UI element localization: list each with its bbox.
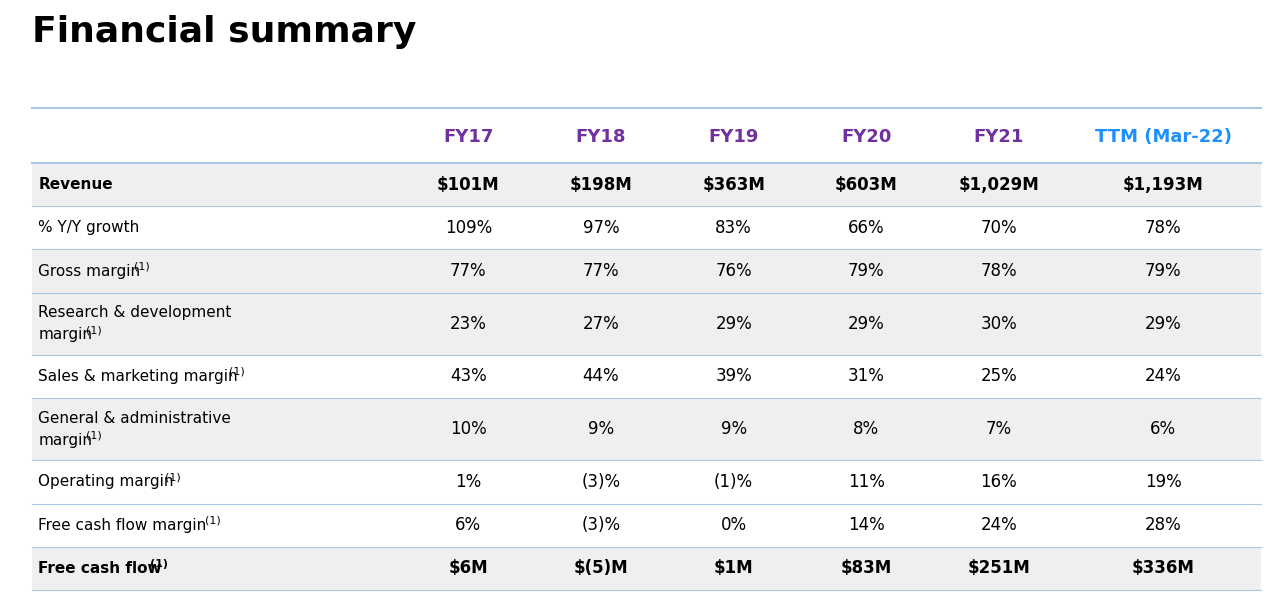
Text: FY21: FY21 [974,128,1024,146]
Text: 83%: 83% [716,219,753,237]
Text: 29%: 29% [1144,314,1181,333]
Text: FY17: FY17 [443,128,494,146]
Text: (1): (1) [165,472,182,482]
Text: 43%: 43% [451,367,486,386]
Text: 29%: 29% [716,314,753,333]
Text: $198M: $198M [570,176,632,193]
Text: 24%: 24% [980,516,1018,534]
Text: 78%: 78% [1144,219,1181,237]
Text: 77%: 77% [451,262,486,280]
Text: 23%: 23% [451,314,486,333]
Text: (1)%: (1)% [714,473,753,491]
Text: TTM (Mar-22): TTM (Mar-22) [1094,128,1231,146]
Text: (3)%: (3)% [581,516,621,534]
Text: 31%: 31% [847,367,884,386]
Text: 30%: 30% [980,314,1018,333]
Text: 76%: 76% [716,262,751,280]
Text: $(5)M: $(5)M [573,559,628,577]
Text: (1): (1) [86,325,102,335]
Text: 14%: 14% [847,516,884,534]
Text: 29%: 29% [847,314,884,333]
Text: 16%: 16% [980,473,1018,491]
Text: (1): (1) [229,367,244,377]
Text: Research & development: Research & development [38,305,232,320]
Text: $1,193M: $1,193M [1123,176,1203,193]
Text: Sales & marketing margin: Sales & marketing margin [38,369,238,384]
Text: (1): (1) [150,559,168,568]
Text: 9%: 9% [721,420,746,438]
Text: (1): (1) [133,261,150,271]
Text: % Y/Y growth: % Y/Y growth [38,220,140,235]
Text: $83M: $83M [841,559,892,577]
Text: 70%: 70% [980,219,1018,237]
Text: 6%: 6% [456,516,481,534]
Text: FY19: FY19 [709,128,759,146]
Text: 8%: 8% [854,420,879,438]
Text: $603M: $603M [835,176,897,193]
Text: 0%: 0% [721,516,746,534]
Text: 44%: 44% [582,367,620,386]
Text: 109%: 109% [444,219,492,237]
Text: $251M: $251M [968,559,1030,577]
Text: Free cash flow margin: Free cash flow margin [38,518,206,533]
Text: 66%: 66% [849,219,884,237]
Text: 27%: 27% [582,314,620,333]
Text: margin: margin [38,328,92,343]
Text: 39%: 39% [716,367,753,386]
Text: Financial summary: Financial summary [32,15,416,49]
Text: Free cash flow: Free cash flow [38,561,163,576]
Text: 19%: 19% [1144,473,1181,491]
Text: (1): (1) [86,431,102,441]
Text: 6%: 6% [1149,420,1176,438]
Text: $1M: $1M [714,559,754,577]
Text: 7%: 7% [986,420,1012,438]
Text: 97%: 97% [582,219,620,237]
Text: $1,029M: $1,029M [959,176,1039,193]
Text: (3)%: (3)% [581,473,621,491]
Text: General & administrative: General & administrative [38,410,232,425]
Text: $6M: $6M [448,559,488,577]
Text: 9%: 9% [588,420,614,438]
Text: Gross margin: Gross margin [38,264,141,279]
Text: 11%: 11% [847,473,884,491]
Text: 78%: 78% [980,262,1018,280]
Text: 25%: 25% [980,367,1018,386]
Text: 1%: 1% [456,473,481,491]
Text: 79%: 79% [1144,262,1181,280]
Text: $363M: $363M [703,176,765,193]
Text: Operating margin: Operating margin [38,474,174,489]
Text: FY18: FY18 [576,128,626,146]
Text: 28%: 28% [1144,516,1181,534]
Text: (1): (1) [205,515,221,525]
Text: Revenue: Revenue [38,177,113,192]
Text: 77%: 77% [582,262,620,280]
Text: $336M: $336M [1132,559,1194,577]
Text: 24%: 24% [1144,367,1181,386]
Text: $101M: $101M [436,176,499,193]
Text: 79%: 79% [849,262,884,280]
Text: FY20: FY20 [841,128,891,146]
Text: 10%: 10% [451,420,486,438]
Text: margin: margin [38,433,92,448]
